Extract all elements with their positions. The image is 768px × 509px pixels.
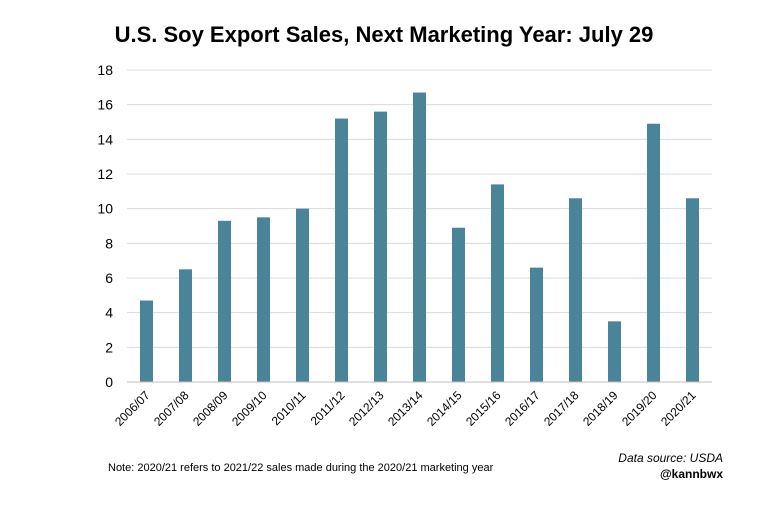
x-tick-label: 2018/19 xyxy=(580,388,621,429)
bar xyxy=(374,111,387,382)
bar xyxy=(335,118,348,383)
data-source: Data source: USDA xyxy=(618,451,723,465)
footnote: Note: 2020/21 refers to 2021/22 sales ma… xyxy=(108,462,494,474)
x-tick-label: 2020/21 xyxy=(658,388,699,429)
bars xyxy=(140,92,699,383)
y-tick-label: 12 xyxy=(97,166,113,182)
x-tick-label: 2009/10 xyxy=(229,388,270,429)
author-handle: @kannbwx xyxy=(659,467,723,481)
y-tick-label: 2 xyxy=(105,339,113,355)
bar xyxy=(257,217,270,382)
y-tick-label: 16 xyxy=(97,97,113,113)
x-tick-label: 2015/16 xyxy=(463,388,504,429)
y-tick-label: 4 xyxy=(105,305,113,321)
y-tick-label: 0 xyxy=(105,374,113,390)
x-tick-label: 2007/08 xyxy=(151,388,192,429)
y-tick-label: 10 xyxy=(97,201,113,217)
y-tick-label: 8 xyxy=(105,235,113,251)
x-tick-label: 2010/11 xyxy=(269,388,309,428)
bar xyxy=(686,198,699,382)
bar xyxy=(491,184,504,382)
y-tick-label: 6 xyxy=(105,270,113,286)
chart-title: U.S. Soy Export Sales, Next Marketing Ye… xyxy=(114,22,654,47)
bar xyxy=(608,321,621,382)
bar xyxy=(413,92,426,383)
y-tick-label: 18 xyxy=(97,62,113,78)
x-tick-label: 2011/12 xyxy=(308,388,348,428)
x-tick-label: 2019/20 xyxy=(619,388,660,429)
bar xyxy=(530,267,543,382)
x-tick-label: 2017/18 xyxy=(541,388,582,429)
bar xyxy=(296,208,309,382)
bar xyxy=(179,269,192,382)
x-tick-label: 2014/15 xyxy=(424,388,465,429)
x-tick-label: 2006/07 xyxy=(112,388,153,429)
x-tick-label: 2013/14 xyxy=(385,388,426,429)
x-tick-label: 2016/17 xyxy=(502,388,543,429)
x-tick-label: 2008/09 xyxy=(190,388,231,429)
bar xyxy=(647,123,660,382)
bar xyxy=(140,300,153,382)
bar xyxy=(452,227,465,382)
bar xyxy=(218,220,231,382)
bar xyxy=(569,198,582,382)
y-axis-ticks: 0 2 4 6 8 10 12 14 16 18 xyxy=(97,62,113,390)
x-tick-label: 2012/13 xyxy=(346,388,387,429)
y-tick-label: 14 xyxy=(97,131,113,147)
